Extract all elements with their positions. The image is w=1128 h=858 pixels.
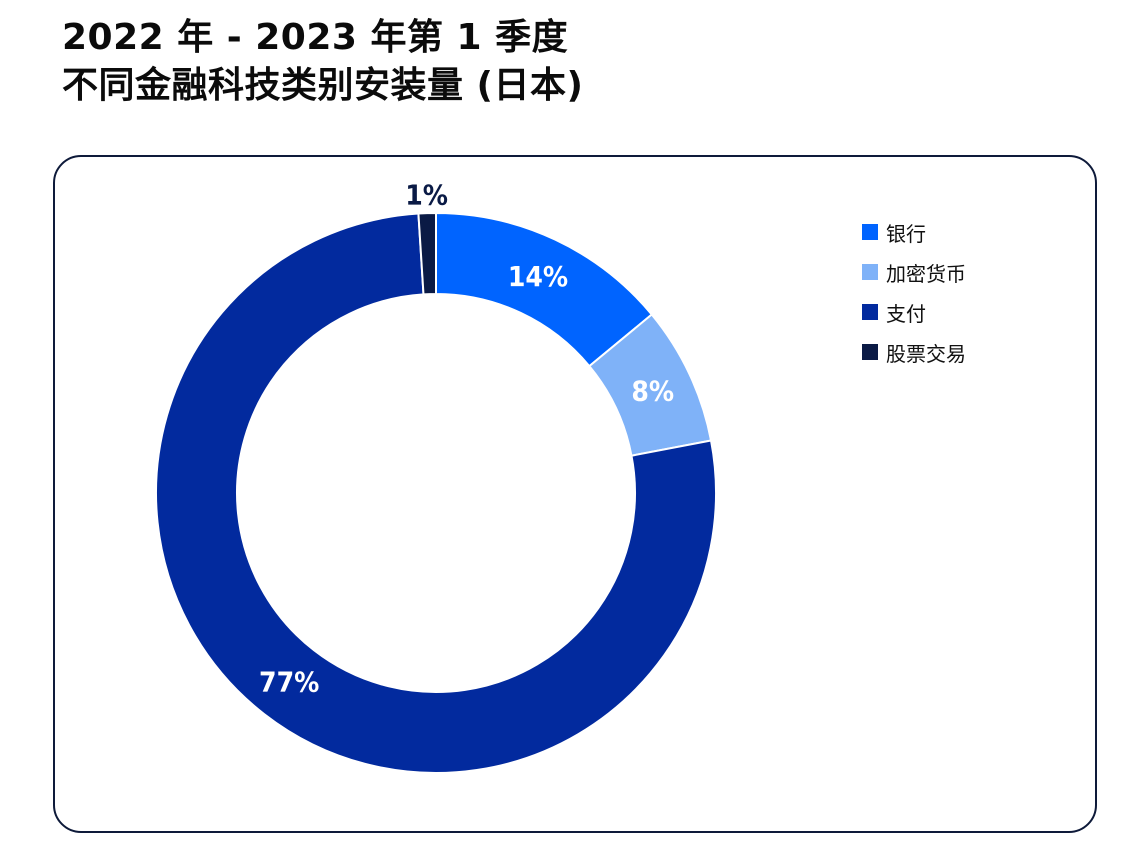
legend-swatch-payments [862,304,878,320]
legend-swatch-stock-trading [862,344,878,360]
legend-label-bank: 银行 [886,221,926,246]
legend-swatch-bank [862,224,878,240]
legend-label-payments: 支付 [886,301,926,326]
legend-item-bank: 银行 [862,212,966,252]
data-label-stock-trading: 1% [405,179,448,212]
chart-legend: 银行加密货币支付股票交易 [862,212,966,372]
legend-swatch-crypto [862,264,878,280]
legend-label-stock-trading: 股票交易 [886,341,966,366]
data-label-crypto: 8% [631,375,674,408]
chart-title: 2022 年 - 2023 年第 1 季度 不同金融科技类别安装量 (日本) [62,14,583,110]
slice-payments [155,212,717,774]
legend-item-payments: 支付 [862,292,966,332]
chart-title-line-2: 不同金融科技类别安装量 (日本) [62,65,584,106]
data-label-bank: 14% [508,260,568,293]
legend-item-stock-trading: 股票交易 [862,332,966,372]
legend-label-crypto: 加密货币 [886,261,966,286]
data-label-payments: 77% [259,666,319,699]
legend-item-crypto: 加密货币 [862,252,966,292]
chart-card [53,155,1097,833]
chart-title-line-1: 2022 年 - 2023 年第 1 季度 [62,17,569,58]
slice-stock-trading [417,211,437,296]
